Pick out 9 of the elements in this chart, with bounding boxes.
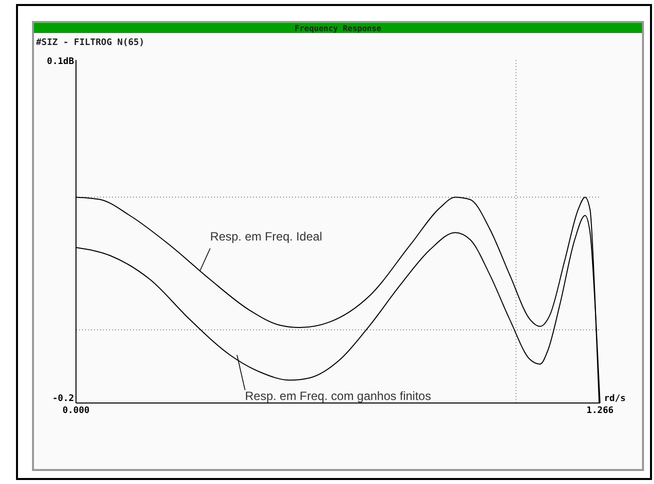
chart-title: Frequency Response (294, 24, 382, 33)
x-tick-label: 0.000 (62, 406, 90, 416)
y-tick-label: -0.2 (52, 394, 74, 404)
x-tick-label: 1.266 (586, 406, 614, 416)
chart-subtitle: #SIZ - FILTROG N(65) (36, 38, 144, 48)
annotation: Resp. em Freq. Ideal (210, 229, 322, 244)
annotation: Resp. em Freq. com ganhos finitos (245, 388, 432, 403)
y-tick-label: 0.1dB (46, 57, 75, 67)
x-axis-title: rd/s (604, 394, 626, 404)
